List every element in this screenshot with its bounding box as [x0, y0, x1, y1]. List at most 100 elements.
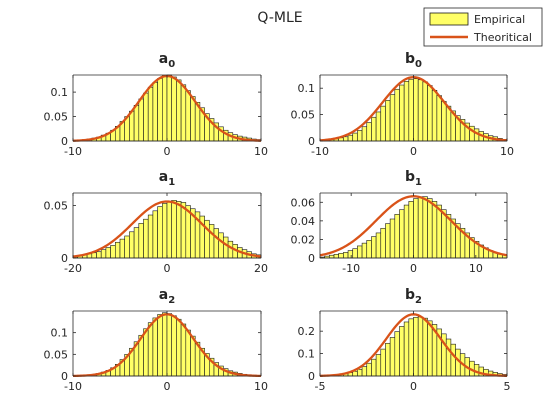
histogram-bar: [413, 316, 419, 377]
histogram-bar: [96, 251, 102, 259]
histogram-bar: [171, 315, 177, 377]
histogram-bar: [385, 223, 391, 259]
subplot-title-main: a: [159, 287, 168, 303]
histogram-bar: [133, 227, 140, 259]
figure-title: Q-MLE: [257, 10, 302, 26]
histogram-bar: [441, 209, 447, 259]
histogram-bar: [403, 204, 410, 259]
histogram-bar: [176, 201, 182, 259]
histogram-bar: [157, 206, 163, 259]
subplot-title-main: a: [159, 169, 168, 185]
histogram-bar: [213, 228, 219, 259]
x-tick-label: 0: [410, 380, 417, 393]
y-tick-label: 0.02: [291, 233, 316, 246]
histogram-bar: [357, 245, 363, 259]
histogram-bar: [147, 86, 154, 142]
histogram-bar: [185, 329, 191, 377]
histogram-bar: [445, 338, 452, 377]
x-tick-label: 20: [254, 262, 268, 275]
histogram-bar: [162, 75, 168, 142]
histogram-bar: [361, 366, 368, 377]
histogram-bar: [427, 198, 433, 259]
subplot-title: b0: [405, 51, 422, 70]
histogram-bar: [180, 202, 187, 259]
histogram-bar: [176, 79, 182, 142]
legend: Empirical Theoritical: [423, 7, 543, 47]
histogram-bar: [394, 214, 400, 259]
y-tick-label: 0.06: [291, 196, 316, 209]
histogram-bar: [450, 343, 456, 377]
histogram-bar: [394, 331, 400, 377]
subplot-title-main: b: [405, 169, 415, 185]
x-tick-label: 0: [164, 380, 171, 393]
x-tick-label: 10: [500, 145, 514, 158]
histogram-bar: [138, 223, 144, 259]
histogram-bar: [343, 252, 349, 259]
histogram-bar: [338, 253, 344, 259]
histogram-bar: [180, 323, 187, 377]
histogram-bar: [403, 81, 410, 142]
y-tick-label: 0: [308, 135, 315, 148]
histogram-bar: [413, 198, 419, 259]
legend-empirical-swatch: [429, 12, 469, 26]
x-tick-label: -10: [64, 145, 82, 158]
histogram-bar: [417, 196, 424, 259]
histogram-bar: [357, 130, 363, 142]
histogram-bar: [380, 227, 386, 259]
histogram-bar: [385, 342, 391, 377]
histogram-bar: [171, 200, 177, 259]
histogram-bar: [371, 236, 377, 259]
histogram-bar: [431, 201, 438, 259]
theoretical-curve: [319, 313, 508, 377]
histogram-bar: [329, 254, 335, 259]
histogram-bar: [385, 100, 391, 142]
histogram-bar: [147, 214, 154, 259]
histogram-bar: [380, 348, 386, 377]
histogram-bar: [176, 318, 182, 377]
histogram-bar: [445, 105, 452, 142]
histogram-bar: [389, 218, 396, 259]
histogram-bar: [147, 322, 154, 377]
theoretical-curve: [72, 200, 262, 258]
subplot-title-subscript: 0: [168, 59, 175, 70]
histogram-bar: [436, 95, 442, 142]
y-tick-label: 0.04: [291, 215, 316, 228]
x-tick-label: 10: [469, 262, 483, 275]
histogram-bar: [352, 248, 358, 259]
histogram-bar: [162, 312, 168, 377]
x-tick-label: -5: [315, 380, 326, 393]
histogram-bar: [366, 122, 372, 142]
histogram-bar: [166, 313, 172, 377]
subplot-b1: -10 0 10 0 0.02 0.04 0.06 b1: [291, 169, 508, 275]
histogram-bar: [366, 362, 372, 377]
histogram-bar: [375, 111, 382, 142]
subplot-title-subscript: 2: [415, 295, 422, 306]
histogram-bar: [371, 116, 377, 142]
legend-theoretical-label: Theoritical: [473, 31, 532, 44]
y-tick-label: 0.05: [44, 200, 69, 213]
y-tick-label: 0: [308, 370, 315, 383]
y-tick-label: 0: [61, 135, 68, 148]
histogram-bar: [399, 326, 405, 377]
subplot-title: b2: [405, 287, 422, 306]
histogram-bar: [143, 328, 149, 377]
y-tick-label: 0.1: [51, 327, 69, 340]
histogram-bar: [422, 196, 428, 259]
histogram-bar: [110, 245, 116, 259]
x-tick-label: 0: [164, 145, 171, 158]
x-tick-label: 0: [410, 262, 417, 275]
histogram-bar: [394, 88, 400, 142]
histogram-bar: [157, 78, 163, 142]
x-tick-label: 5: [504, 380, 511, 393]
histogram-bar: [105, 247, 111, 259]
histogram-bar: [399, 84, 405, 142]
theoretical-curve: [72, 313, 262, 378]
x-tick-label: -10: [64, 380, 82, 393]
histogram-bar: [218, 232, 224, 259]
subplot-title: a0: [159, 51, 175, 70]
histogram-bar: [417, 79, 424, 142]
